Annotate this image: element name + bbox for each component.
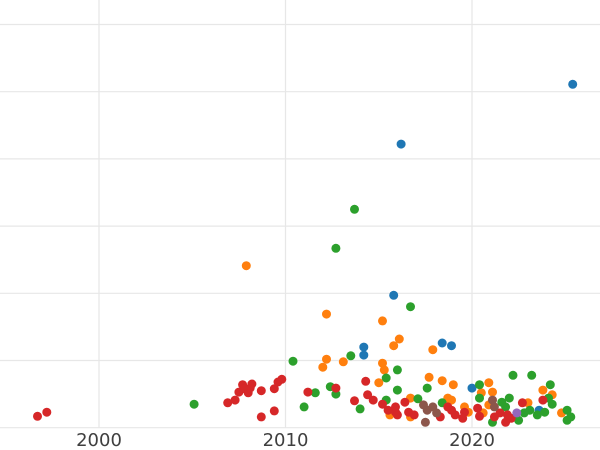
scatter-point-red: [269, 384, 279, 394]
scatter-point-green: [310, 388, 320, 398]
scatter-point-green: [406, 302, 415, 312]
scatter-point-red: [489, 412, 499, 422]
scatter-point-orange: [389, 341, 399, 351]
scatter-point-orange: [428, 345, 438, 355]
scatter-point-purple: [512, 408, 522, 418]
scatter-point-orange: [379, 365, 389, 375]
scatter-point-red: [458, 413, 468, 423]
scatter-point-green: [501, 402, 511, 412]
scatter-point-red: [391, 402, 400, 412]
x-tick-label: 2010: [263, 430, 309, 450]
scatter-point-blue: [467, 383, 477, 393]
scatter-point-green: [392, 385, 402, 395]
scatter-point-green: [346, 351, 356, 361]
scatter-point-red: [277, 374, 287, 384]
scatter-point-blue: [359, 342, 369, 352]
scatter-point-green: [288, 356, 298, 366]
scatter-point-green: [540, 407, 550, 417]
scatter-point-red: [361, 376, 371, 386]
scatter-point-green: [562, 405, 572, 415]
x-tick-label: 2000: [76, 430, 122, 450]
scatter-point-blue: [389, 290, 399, 300]
scatter-point-blue: [447, 341, 456, 351]
scatter-point-green: [189, 399, 199, 409]
scatter-point-green: [422, 383, 432, 393]
scatter-point-green: [508, 370, 518, 380]
scatter-point-brown: [489, 402, 499, 412]
scatter-point-red: [303, 387, 313, 397]
x-axis-tick-labels: 2000 2010 2020: [76, 430, 495, 450]
scatter-point-orange: [394, 334, 404, 344]
scatter-point-red: [409, 410, 419, 420]
scatter-point-blue: [568, 79, 578, 89]
scatter-point-red: [392, 410, 402, 420]
scatter-point-green: [547, 399, 557, 409]
scatter-point-green: [350, 204, 359, 214]
scatter-point-green: [504, 393, 514, 403]
scatter-point-green: [299, 402, 309, 412]
scatter-point-red: [517, 398, 527, 408]
scatter-point-red: [269, 406, 279, 416]
scatter-point-red: [383, 405, 393, 415]
scatter-point-red: [378, 399, 387, 409]
scatter-point-orange: [538, 385, 548, 395]
scatter-point-red: [350, 396, 359, 406]
scatter-point-green: [532, 410, 542, 420]
scatter-point-orange: [338, 357, 348, 367]
scatter-point-red: [363, 390, 373, 400]
scatter-point-orange: [322, 354, 331, 364]
scatter-point-orange: [322, 309, 331, 319]
scatter-point-orange: [424, 372, 434, 382]
scatter-points: [33, 79, 578, 427]
scatter-point-green: [355, 404, 365, 414]
scatter-point-green: [381, 373, 391, 383]
scatter-point-blue: [359, 350, 369, 360]
scatter-point-blue: [437, 338, 447, 348]
scatter-point-red: [42, 407, 52, 417]
gridlines: [0, 0, 600, 429]
scatter-point-orange: [488, 387, 497, 397]
scatter-point-green: [514, 415, 524, 425]
scatter-point-red: [256, 386, 266, 396]
scatter-point-red: [447, 405, 456, 415]
scatter-point-green: [475, 393, 484, 403]
scatter-point-orange: [437, 376, 447, 386]
scatter-point-red: [223, 398, 233, 408]
scatter-point-green: [525, 405, 535, 415]
scatter-point-orange: [484, 378, 494, 388]
scatter-point-orange: [318, 362, 328, 372]
scatter-point-orange: [374, 378, 384, 388]
scatter-point-red: [33, 411, 42, 421]
scatter-point-orange: [447, 395, 456, 405]
scatter-point-orange: [448, 380, 458, 390]
scatter-point-red: [501, 417, 511, 427]
scatter-point-red: [247, 379, 257, 389]
scatter-point-orange: [241, 261, 251, 271]
scatter-point-green: [392, 365, 402, 375]
scatter-point-red: [473, 403, 483, 413]
scatter-point-green: [527, 370, 537, 380]
scatter-point-red: [400, 397, 410, 407]
scatter-point-green: [331, 243, 341, 253]
scatter-point-green: [475, 380, 484, 390]
scatter-point-red: [475, 411, 484, 421]
scatter-point-red: [331, 383, 341, 393]
scatter-point-blue: [396, 139, 406, 149]
scatter-point-brown: [420, 417, 430, 427]
scatter-point-red: [256, 412, 266, 422]
scatter-point-green: [545, 380, 555, 390]
scatter-point-brown: [432, 408, 442, 418]
scatter-point-green: [562, 415, 572, 425]
scatter-point-red: [538, 395, 548, 405]
x-tick-label: 2020: [449, 430, 495, 450]
scatter-point-green: [413, 394, 423, 404]
scatter-point-red: [230, 395, 240, 405]
scatter-point-orange: [378, 316, 387, 326]
scatter-point-red: [368, 395, 378, 405]
scatter-point-brown: [488, 395, 497, 405]
